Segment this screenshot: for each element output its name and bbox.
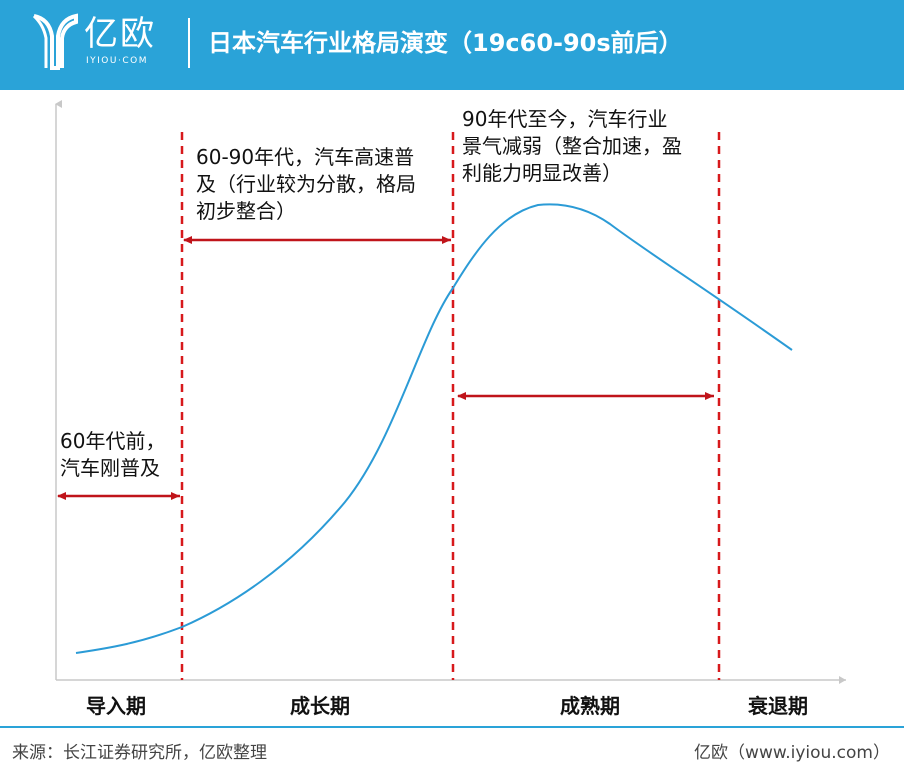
header-bar: 亿欧 IYIOU·COM 日本汽车行业格局演变（19c60-90s前后） bbox=[0, 0, 904, 90]
source-note: 来源：长江证券研究所，亿欧整理 bbox=[12, 743, 267, 763]
brand-link[interactable]: 亿欧（www.iyiou.com） bbox=[694, 743, 890, 763]
annotation-line: 初步整合） bbox=[196, 199, 296, 223]
annotation-line: 60-90年代，汽车高速普 bbox=[196, 145, 415, 169]
header-divider bbox=[188, 18, 190, 68]
stage-growth-label: 成长期 bbox=[290, 694, 350, 718]
stage-decline-label: 衰退期 bbox=[748, 694, 808, 718]
annotation-line: 景气减弱（整合加速，盈 bbox=[462, 134, 682, 158]
stage-intro-label: 导入期 bbox=[86, 694, 146, 718]
annotation-mature: 90年代至今，汽车行业 景气减弱（整合加速，盈 利能力明显改善） bbox=[462, 106, 682, 187]
logo-icon bbox=[32, 13, 78, 70]
annotation-growth: 60-90年代，汽车高速普 及（行业较为分散，格局 初步整合） bbox=[196, 144, 416, 225]
annotation-pre60: 60年代前， 汽车刚普及 bbox=[60, 428, 165, 482]
stage-mature-label: 成熟期 bbox=[560, 694, 620, 718]
lifecycle-diagram bbox=[55, 100, 846, 684]
footer-divider bbox=[0, 726, 904, 728]
page-title: 日本汽车行业格局演变（19c60-90s前后） bbox=[208, 29, 683, 57]
logo-text: 亿欧 bbox=[84, 14, 156, 54]
annotation-line: 60年代前， bbox=[60, 429, 166, 453]
annotation-line: 利能力明显改善） bbox=[462, 161, 622, 185]
annotation-line: 汽车刚普及 bbox=[60, 456, 160, 480]
annotation-line: 90年代至今，汽车行业 bbox=[462, 107, 668, 131]
annotation-line: 及（行业较为分散，格局 bbox=[196, 172, 416, 196]
lifecycle-curve bbox=[75, 203, 793, 654]
logo-subtext: IYIOU·COM bbox=[86, 56, 148, 66]
